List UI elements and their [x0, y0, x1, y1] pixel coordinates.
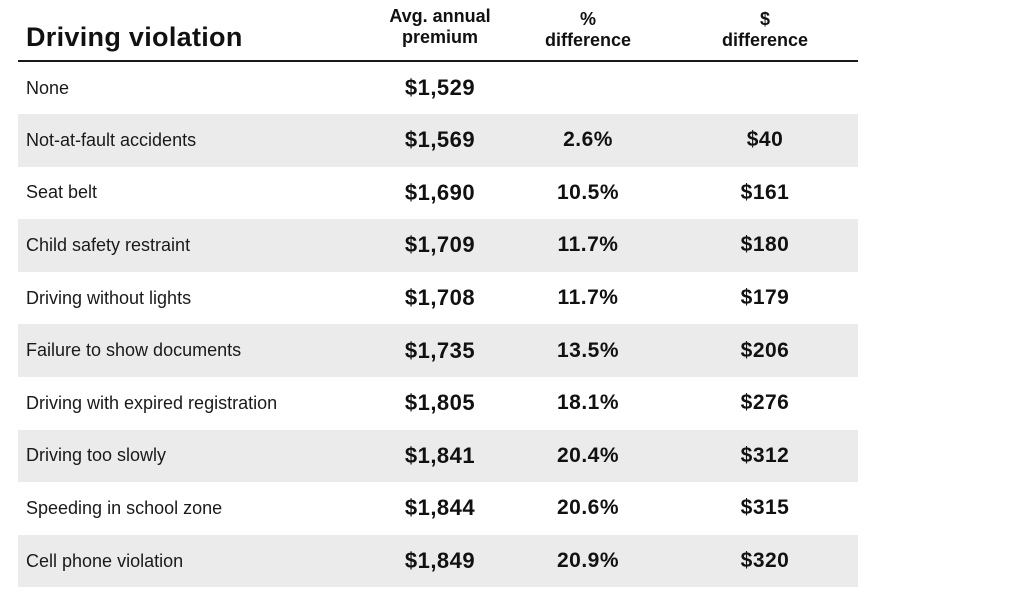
percent-difference-value: 13.5%: [556, 338, 620, 362]
header-percent-difference: % difference: [518, 9, 658, 51]
percent-difference-value: 18.1%: [556, 391, 620, 415]
violation-label: Failure to show documents: [26, 340, 242, 361]
header-avg-annual-premium-line1: Avg. annual: [389, 6, 491, 26]
header-dollar-difference: $ difference: [695, 9, 835, 51]
header-dollar-difference-line2: difference: [721, 30, 809, 50]
violation-label: Driving without lights: [26, 287, 192, 308]
percent-difference-value: 2.6%: [563, 128, 613, 152]
violation-label: Speeding in school zone: [26, 497, 223, 518]
table-row: Driving without lights $1,708 11.7% $179: [18, 272, 858, 325]
dollar-difference-value: $206: [740, 338, 790, 362]
dollar-difference-value: $276: [740, 391, 790, 415]
header-driving-violation: Driving violation: [26, 21, 243, 53]
avg-premium-value: $1,709: [404, 232, 476, 258]
dollar-difference-value: $179: [740, 286, 790, 310]
violation-label: Not-at-fault accidents: [26, 129, 197, 150]
violation-label: Driving too slowly: [26, 445, 167, 466]
percent-difference-value: 20.6%: [556, 496, 620, 520]
percent-difference-value: 20.9%: [556, 549, 620, 573]
dollar-difference-value: [695, 62, 835, 114]
table-row: Cell phone violation $1,849 20.9% $320: [18, 534, 858, 588]
violation-label: Child safety restraint: [26, 234, 191, 255]
header-avg-annual-premium: Avg. annual premium: [370, 6, 510, 48]
violation-label: Cell phone violation: [26, 550, 184, 571]
table-row: Not-at-fault accidents $1,569 2.6% $40: [18, 114, 858, 167]
avg-premium-value: $1,690: [404, 179, 476, 205]
header-dollar-difference-line1: $: [759, 9, 770, 29]
avg-premium-value: $1,849: [404, 548, 476, 574]
violation-label: Seat belt: [26, 182, 98, 203]
table-row: Failure to show documents $1,735 13.5% $206: [18, 324, 858, 377]
violation-premium-table: Driving violation Avg. annual premium % …: [18, 0, 858, 588]
table-row: Child safety restraint $1,709 11.7% $180: [18, 219, 858, 272]
table-body: None $1,529 Not-at-fault accidents $1,569 2.…: [18, 62, 858, 588]
avg-premium-value: $1,569: [404, 127, 476, 153]
table-row: Seat belt $1,690 10.5% $161: [18, 167, 858, 220]
avg-premium-value: $1,844: [404, 495, 476, 521]
table-row: None $1,529: [18, 62, 858, 114]
dollar-difference-value: $320: [740, 549, 790, 573]
percent-difference-value: 11.7%: [557, 286, 619, 310]
violation-label: Driving with expired registration: [26, 392, 278, 413]
header-percent-difference-line1: %: [579, 9, 596, 29]
header-avg-annual-premium-line2: premium: [401, 27, 479, 47]
percent-difference-value: 11.7%: [557, 233, 619, 257]
header-driving-violation-text: Driving violation: [26, 22, 243, 52]
percent-difference-value: 20.4%: [556, 443, 620, 467]
table-header: Driving violation Avg. annual premium % …: [18, 0, 858, 62]
percent-difference-value: 10.5%: [556, 180, 620, 204]
avg-premium-value: $1,805: [404, 390, 476, 416]
table-row: Speeding in school zone $1,844 20.6% $315: [18, 482, 858, 535]
avg-premium-value: $1,841: [404, 442, 476, 468]
table-row: Driving too slowly $1,841 20.4% $312: [18, 429, 858, 483]
table-row: Driving with expired registration $1,805 1…: [18, 377, 858, 430]
avg-premium-value: $1,708: [404, 285, 476, 311]
dollar-difference-value: $161: [740, 180, 790, 204]
violation-label: None: [26, 77, 70, 98]
dollar-difference-value: $180: [740, 233, 790, 257]
header-percent-difference-line2: difference: [544, 30, 632, 50]
dollar-difference-value: $40: [746, 128, 784, 152]
dollar-difference-value: $315: [740, 496, 790, 520]
avg-premium-value: $1,529: [404, 75, 476, 100]
avg-premium-value: $1,735: [404, 337, 476, 363]
percent-difference-value: [518, 62, 658, 114]
dollar-difference-value: $312: [740, 443, 790, 467]
